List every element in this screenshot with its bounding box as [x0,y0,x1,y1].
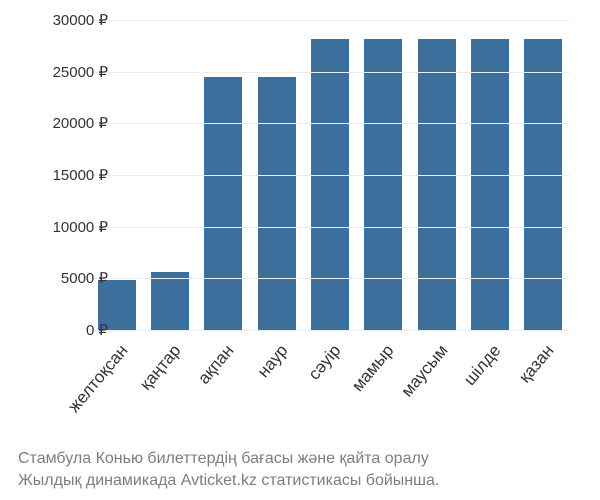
x-tick-label: ақпан [204,335,242,445]
grid-line [90,175,570,176]
x-tick-label: маусым [418,335,456,445]
chart-container: 0 ₽5000 ₽10000 ₽15000 ₽20000 ₽25000 ₽300… [0,0,600,500]
bar [258,77,296,330]
x-tick-label: сәуір [311,335,349,445]
y-tick-label: 10000 ₽ [28,218,108,236]
x-tick-label: мамыр [364,335,402,445]
y-tick-label: 5000 ₽ [28,269,108,287]
chart-caption: Стамбула Конью билеттердің бағасы және қ… [18,448,582,491]
grid-line [90,20,570,21]
bar [364,39,402,330]
bar [204,77,242,330]
grid-line [90,330,570,331]
bar [151,272,189,330]
grid-line [90,123,570,124]
y-tick-label: 30000 ₽ [28,11,108,29]
bar [311,39,349,330]
x-tick-label: желтоқсан [98,335,136,445]
y-tick-label: 15000 ₽ [28,166,108,184]
grid-line [90,227,570,228]
bar [471,39,509,330]
bar [418,39,456,330]
plot-area [90,20,570,330]
y-tick-label: 20000 ₽ [28,114,108,132]
y-tick-label: 25000 ₽ [28,63,108,81]
x-tick-label: қазан [524,335,562,445]
caption-line-1: Стамбула Конью билеттердің бағасы және қ… [18,448,582,470]
bar [524,39,562,330]
grid-line [90,278,570,279]
x-axis-labels: желтоқсан қаңтар ақпан наур сәуір мамыр маусым… [90,335,570,445]
grid-line [90,72,570,73]
caption-line-2: Жылдық динамикада Avticket.kz статистика… [18,470,582,492]
x-tick-label: шілде [471,335,509,445]
x-tick-label: наур [258,335,296,445]
x-tick-label: қаңтар [151,335,189,445]
